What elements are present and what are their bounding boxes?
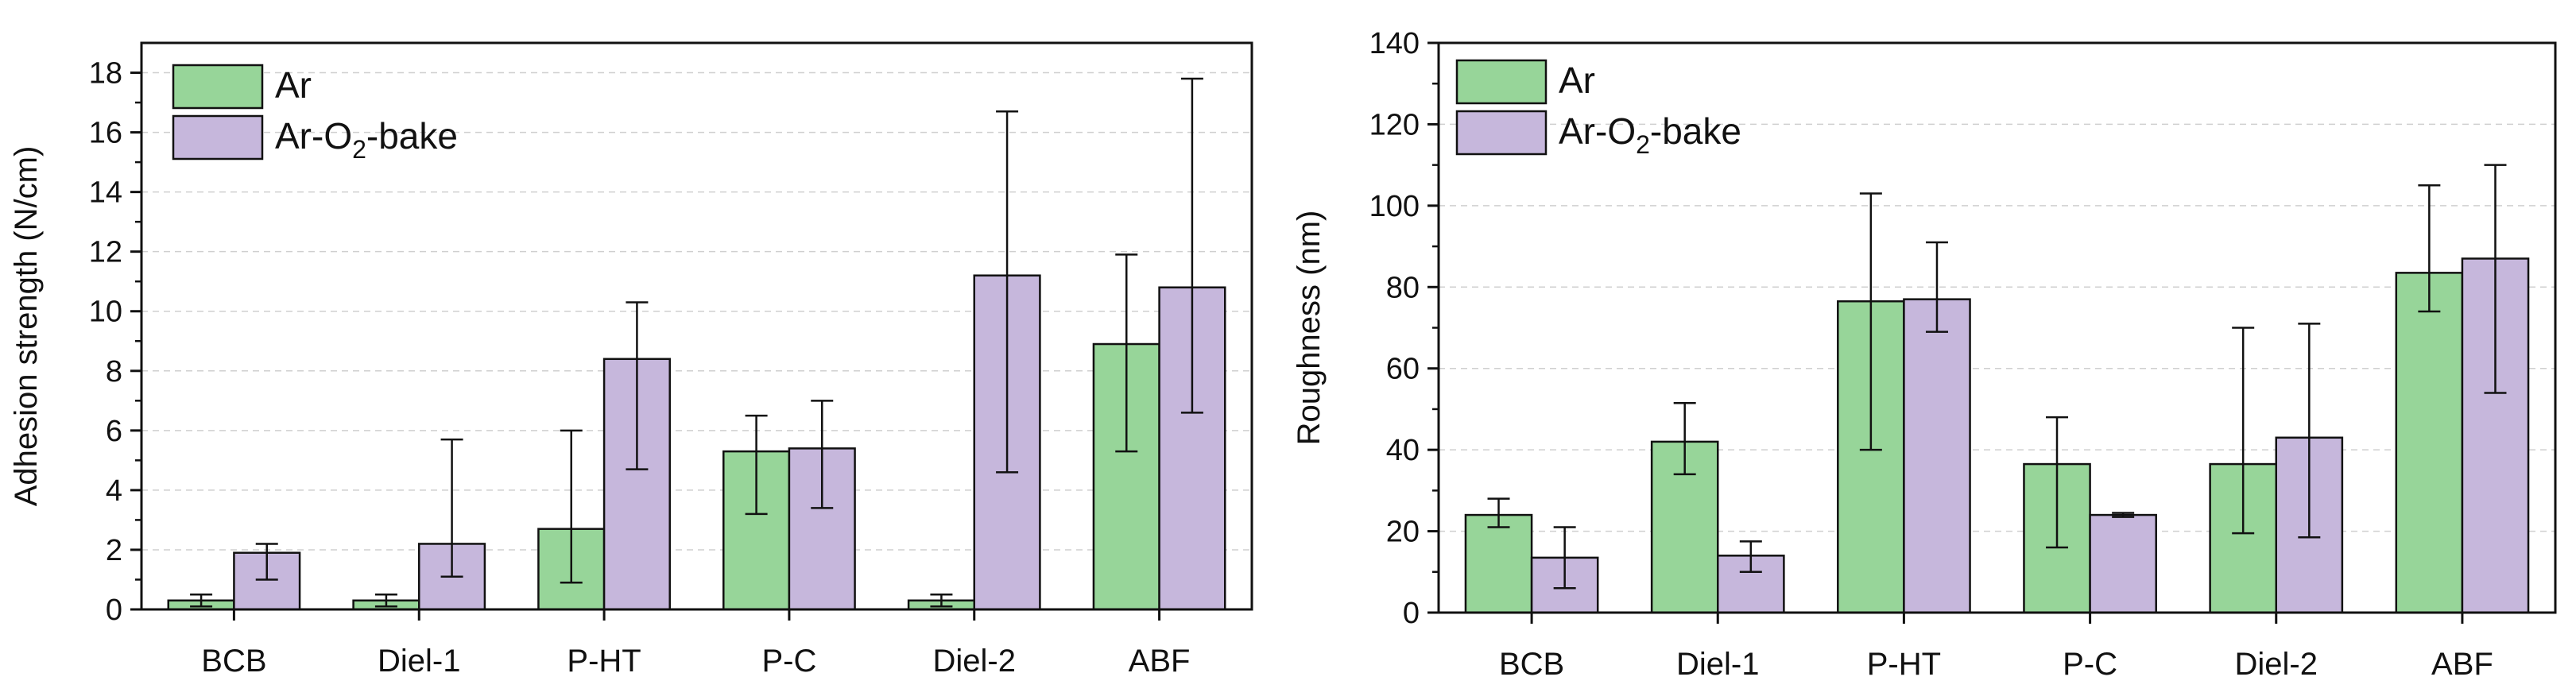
y-tick-label: 10 <box>89 296 122 329</box>
bar[interactable] <box>2395 272 2464 614</box>
y-tick-label: 100 <box>1369 190 1420 223</box>
y-tick-label: 18 <box>89 57 122 91</box>
error-bar <box>2232 327 2255 535</box>
y-tick-label: 20 <box>1386 516 1420 549</box>
x-axis: BCB Diel-1 P-HT P-C Diel-2 ABF <box>1499 613 2493 682</box>
series-1 <box>1530 164 2530 614</box>
x-axis: BCB Diel-1 P-HT P-C Diel-2 ABF <box>201 609 1190 679</box>
adhesion-strength-chart: 0 2 4 6 8 10 12 14 16 18 Adhesion strength (N/cm) B… <box>9 41 1253 679</box>
x-tick-label: BCB <box>201 644 266 679</box>
x-tick-label: P-HT <box>1867 647 1941 682</box>
error-bar <box>2298 323 2321 539</box>
error-bar <box>811 400 834 509</box>
series-0 <box>167 253 1160 611</box>
bar[interactable] <box>2089 513 2157 614</box>
y-tick-label: 120 <box>1369 108 1420 141</box>
legend-swatch-1[interactable] <box>172 114 264 160</box>
bar[interactable] <box>1464 513 1533 614</box>
x-tick-label: Diel-2 <box>2235 647 2318 682</box>
roughness-chart: 0 20 40 60 80 100 120 140 Roughness (nm) BCB Diel-… <box>1292 27 2557 682</box>
y-axis-title: Adhesion strength (N/cm) <box>9 146 44 507</box>
error-bar <box>1115 253 1138 453</box>
y-tick-label: 16 <box>89 117 122 150</box>
error-bar <box>2112 512 2135 518</box>
error-bar <box>374 593 397 608</box>
legend-label-0[interactable]: Ar <box>1559 60 1595 101</box>
y-tick-label: 12 <box>89 236 122 269</box>
x-tick-label: ABF <box>1129 644 1191 679</box>
legend: Ar Ar-O2-bake <box>1455 59 1741 159</box>
error-bar <box>440 438 463 578</box>
y-tick-label: 40 <box>1386 434 1420 467</box>
error-bar <box>1180 77 1203 414</box>
x-tick-label: P-HT <box>567 644 641 679</box>
x-tick-label: P-C <box>761 644 816 679</box>
error-bar <box>190 593 213 608</box>
y-axis: 0 2 4 6 8 10 12 14 16 18 <box>89 57 141 627</box>
error-bar <box>2484 164 2507 394</box>
error-bar <box>1859 192 1882 451</box>
x-tick-label: Diel-2 <box>933 644 1016 679</box>
x-tick-label: P-C <box>2063 647 2117 682</box>
y-tick-label: 60 <box>1386 353 1420 386</box>
error-bar <box>255 543 278 581</box>
y-axis-title: Roughness (nm) <box>1292 211 1327 446</box>
error-bar <box>626 301 649 470</box>
error-bar <box>1925 241 1948 333</box>
x-tick-label: Diel-1 <box>1676 647 1759 682</box>
bar[interactable] <box>1903 298 1971 614</box>
error-bar <box>745 414 768 516</box>
y-tick-label: 0 <box>106 594 122 627</box>
y-tick-label: 0 <box>1403 597 1420 630</box>
error-bar <box>996 110 1019 474</box>
error-bar <box>930 593 953 608</box>
y-tick-label: 80 <box>1386 271 1420 304</box>
y-tick-label: 14 <box>89 176 122 210</box>
x-tick-label: Diel-1 <box>378 644 460 679</box>
legend-swatch-0[interactable] <box>1455 59 1548 105</box>
legend-swatch-1[interactable] <box>1455 110 1548 156</box>
error-bar <box>2046 416 2069 549</box>
legend-label-1[interactable]: Ar-O2-bake <box>275 115 458 164</box>
error-bar <box>1487 497 1510 528</box>
error-bar <box>1673 401 1696 476</box>
error-bar <box>1553 526 1576 590</box>
y-axis: 0 20 40 60 80 100 120 140 <box>1369 27 1439 630</box>
legend: Ar Ar-O2-bake <box>172 64 458 164</box>
y-tick-label: 140 <box>1369 27 1420 60</box>
y-tick-label: 4 <box>106 474 122 508</box>
legend-swatch-0[interactable] <box>172 64 264 110</box>
grid-lines <box>141 72 1252 551</box>
error-bar <box>1739 540 1762 574</box>
y-tick-label: 2 <box>106 534 122 567</box>
error-bar <box>560 429 583 584</box>
plot-frame <box>140 41 1253 611</box>
error-bar <box>2418 184 2441 313</box>
x-tick-label: ABF <box>2431 647 2493 682</box>
legend-label-1[interactable]: Ar-O2-bake <box>1559 110 1741 159</box>
legend-label-0[interactable]: Ar <box>275 64 312 106</box>
y-tick-label: 8 <box>106 355 122 389</box>
x-tick-label: BCB <box>1499 647 1564 682</box>
series-1 <box>233 77 1226 611</box>
y-tick-label: 6 <box>106 415 122 448</box>
